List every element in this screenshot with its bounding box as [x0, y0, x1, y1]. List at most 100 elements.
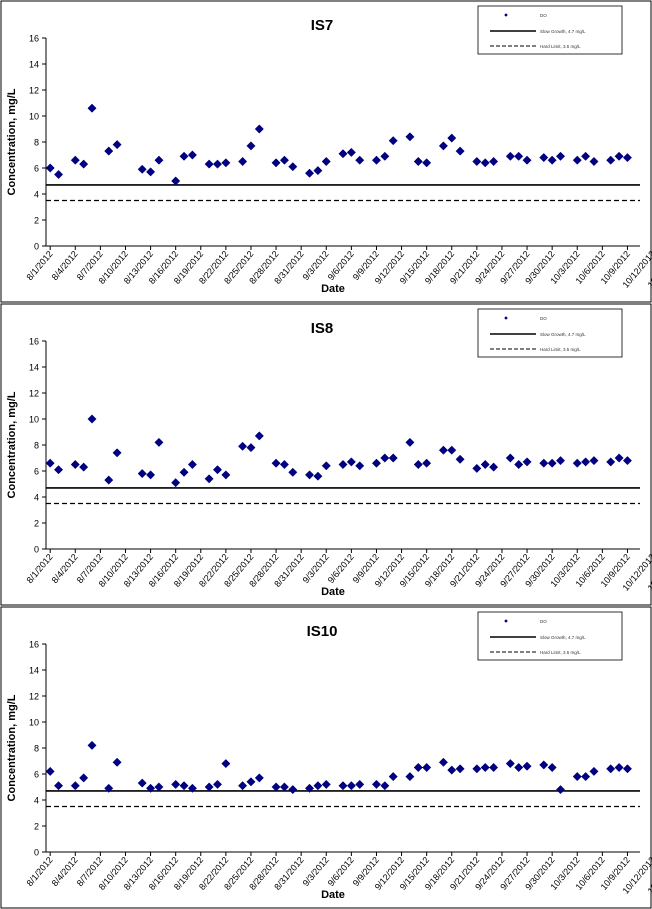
data-point: [104, 475, 114, 485]
y-tick-label: 4: [34, 796, 39, 806]
data-point: [304, 470, 315, 480]
data-point: [505, 453, 515, 463]
data-point: [489, 156, 499, 167]
data-point: [581, 151, 591, 161]
y-tick-label: 2: [34, 822, 39, 832]
chart-panel-is8: IS8 0 2 4 6 8 10 12 14 16 Concentration, mg/L 8/1/2…: [0, 303, 652, 606]
data-point: [212, 159, 223, 169]
data-point: [238, 156, 248, 167]
data-point: [321, 779, 331, 789]
data-point: [304, 783, 315, 793]
data-point: [212, 779, 223, 789]
data-point: [154, 155, 164, 165]
data-point: [154, 437, 164, 447]
data-point: [522, 761, 532, 771]
data-point: [79, 773, 89, 783]
data-point: [53, 169, 64, 180]
data-point: [388, 772, 398, 782]
data-point: [388, 136, 398, 146]
data-point: [480, 158, 490, 168]
data-point: [522, 155, 532, 165]
data-point: [380, 781, 390, 791]
data-point: [355, 779, 365, 789]
data-point: [346, 457, 356, 467]
data-point: [514, 762, 524, 773]
data-point: [622, 764, 633, 774]
data-point: [271, 782, 281, 792]
data-point: [171, 478, 181, 488]
data-point: [606, 155, 616, 165]
data-point: [539, 458, 549, 468]
data-point: [221, 470, 231, 480]
y-tick-label: 16: [29, 640, 39, 650]
data-point: [380, 453, 390, 463]
data-point: [321, 156, 331, 167]
data-point: [53, 781, 64, 791]
data-point: [179, 781, 189, 791]
data-point: [271, 458, 281, 468]
data-point: [380, 151, 390, 161]
data-point: [589, 766, 599, 776]
data-point: [438, 445, 448, 455]
data-point: [70, 459, 80, 470]
data-point: [455, 146, 465, 156]
data-point: [246, 443, 256, 453]
data-point: [505, 759, 515, 769]
data-point: [338, 781, 348, 791]
data-point: [480, 762, 490, 773]
data-point: [238, 441, 248, 451]
data-point: [371, 155, 382, 165]
data-point: [187, 150, 197, 160]
data-point: [79, 462, 89, 472]
data-point: [447, 133, 457, 143]
data-point: [45, 163, 55, 173]
data-point: [271, 158, 281, 168]
data-point: [572, 772, 582, 782]
y-tick-label: 0: [34, 848, 39, 858]
data-point: [413, 459, 423, 470]
data-point: [388, 453, 398, 463]
data-point: [539, 760, 549, 770]
data-point: [288, 785, 298, 795]
data-point: [606, 457, 616, 467]
data-point: [622, 153, 633, 163]
data-point: [447, 765, 457, 775]
legend-label-hard-limit: Hard Limit, 3.5 mg/L: [540, 650, 581, 655]
y-tick-label: 10: [29, 415, 39, 425]
data-point: [313, 166, 323, 176]
data-point: [221, 759, 231, 769]
data-point: [112, 757, 122, 767]
data-point: [614, 453, 624, 463]
y-tick-label: 4: [34, 493, 39, 503]
chart-panel-is7: IS7 0 2 4 6 8 10 12 14 16 Concentration, mg/L 8/1/2…: [0, 0, 652, 303]
data-point: [505, 151, 515, 161]
data-point: [154, 782, 164, 792]
chart-panel-is10: IS10 0 2 4 6 8 10 12 14 16 Concentration, mg/L 8/1/…: [0, 606, 652, 909]
data-point: [53, 465, 64, 475]
data-point: [321, 461, 331, 471]
data-point: [112, 448, 122, 458]
y-tick-label: 2: [34, 216, 39, 226]
data-point: [313, 781, 323, 791]
data-point: [581, 772, 591, 782]
data-point: [489, 762, 499, 773]
data-point: [87, 103, 97, 113]
y-tick-label: 12: [29, 692, 39, 702]
data-point: [171, 176, 181, 186]
y-tick-label: 8: [34, 441, 39, 451]
data-point: [45, 766, 55, 776]
legend-label-slow-growth: Slow Growth, 4.7 mg/L: [540, 332, 586, 337]
legend-marker-do: [504, 316, 508, 320]
data-point: [547, 458, 557, 468]
data-point: [539, 153, 549, 163]
data-point: [572, 155, 582, 165]
data-point: [246, 777, 256, 787]
data-point: [405, 132, 415, 142]
data-point: [104, 783, 114, 793]
chart-title: IS8: [311, 320, 334, 337]
chart-title: IS7: [311, 17, 334, 34]
data-point: [146, 470, 156, 480]
